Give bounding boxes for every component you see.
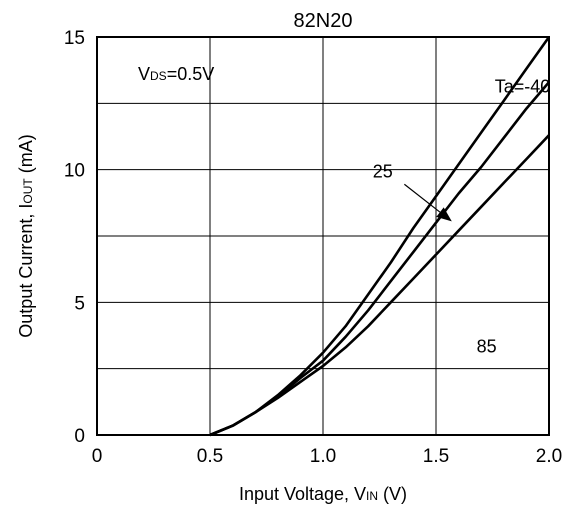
series-lines	[209, 36, 551, 437]
condition-rest: =0.5V	[167, 64, 215, 84]
x-axis-label-main: Input Voltage, V	[239, 484, 366, 504]
condition-main: V	[138, 64, 150, 84]
chart-title: 82N20	[294, 10, 353, 32]
x-axis-label-unit: (V)	[378, 484, 407, 504]
y-tick-label: 15	[64, 28, 85, 49]
x-tick-label: 2.0	[536, 446, 562, 467]
annotations: Ta=-40 25 85	[373, 77, 551, 357]
tick-labels: 0 0.5 1.0 1.5 2.0 0 5 10 15	[64, 28, 562, 467]
x-axis-label-sub: IN	[366, 489, 378, 503]
series-annotation: Ta=-40	[495, 77, 551, 97]
x-tick-label: 1.5	[423, 446, 449, 467]
grid	[97, 37, 549, 435]
series-annotation: 25	[373, 162, 393, 182]
y-axis-label-main: Output Current, I	[16, 204, 36, 338]
series-line-85	[209, 134, 550, 437]
series-annotation: 85	[477, 337, 497, 357]
y-tick-label: 0	[74, 426, 85, 447]
y-axis-label-unit: (mA)	[16, 134, 36, 178]
x-tick-label: 1.0	[310, 446, 336, 467]
condition-label: VDS=0.5V	[138, 64, 214, 84]
y-axis-label: Output Current, IOUT (mA)	[16, 134, 36, 337]
series-line-25	[209, 81, 550, 437]
x-axis-label: Input Voltage, VIN (V)	[239, 484, 407, 504]
annotation-arrow-head	[436, 207, 452, 222]
plot-frame	[96, 36, 550, 436]
x-tick-label: 0	[92, 446, 103, 467]
y-tick-label: 5	[74, 293, 85, 314]
y-axis-label-sub: OUT	[21, 178, 35, 204]
x-tick-label: 0.5	[197, 446, 223, 467]
condition-sub: DS	[150, 69, 167, 83]
annotation-arrow-line	[403, 183, 441, 213]
y-tick-label: 10	[64, 161, 85, 182]
